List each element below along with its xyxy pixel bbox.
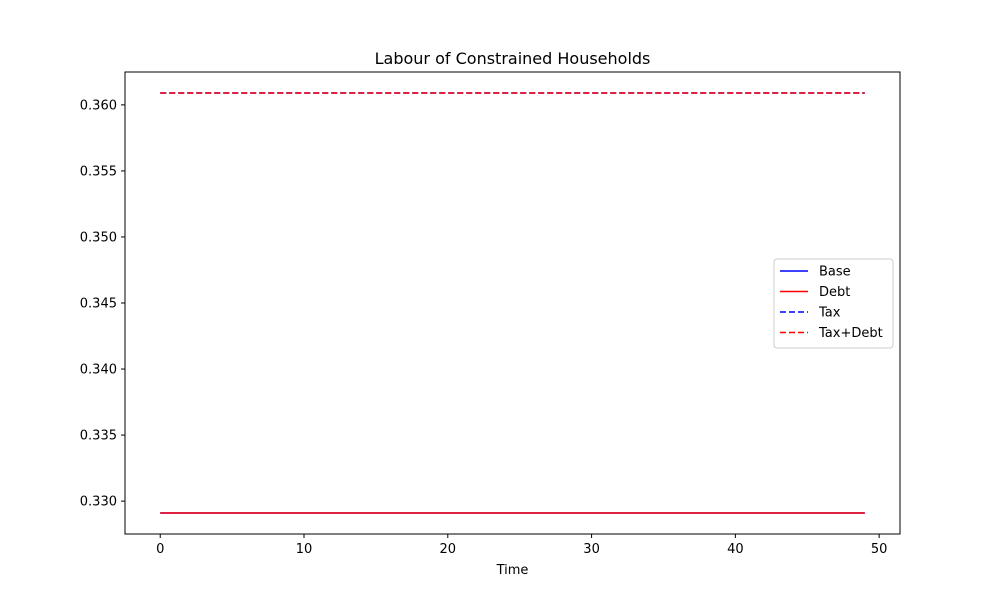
x-tick-label: 20 (440, 542, 457, 557)
x-tick-label: 40 (727, 542, 744, 557)
legend-box (773, 258, 894, 349)
x-tick-label: 0 (156, 542, 164, 557)
series-layer (160, 92, 865, 514)
y-tick-label: 0.340 (80, 363, 117, 378)
x-tick-label: 50 (871, 542, 888, 557)
legend: Base Debt Tax Tax+Debt (773, 258, 894, 349)
legend-label: Debt (819, 285, 850, 300)
y-tick-label: 0.335 (80, 429, 117, 444)
x-axis: 0 10 20 30 40 50 (156, 534, 887, 557)
chart-title: Labour of Constrained Households (375, 49, 651, 68)
legend-label: Tax (818, 306, 841, 321)
x-axis-label: Time (496, 563, 529, 578)
y-tick-label: 0.360 (80, 98, 117, 113)
x-tick-label: 10 (296, 542, 313, 557)
x-tick-label: 30 (583, 542, 600, 557)
y-tick-label: 0.345 (80, 297, 117, 312)
y-tick-label: 0.330 (80, 495, 117, 510)
y-axis: 0.330 0.335 0.340 0.345 0.350 0.355 0.360 (80, 98, 125, 510)
y-tick-label: 0.350 (80, 230, 117, 245)
y-tick-label: 0.355 (80, 164, 117, 179)
plot-area (125, 72, 900, 534)
legend-label: Base (819, 265, 851, 280)
legend-label: Tax+Debt (818, 326, 883, 341)
